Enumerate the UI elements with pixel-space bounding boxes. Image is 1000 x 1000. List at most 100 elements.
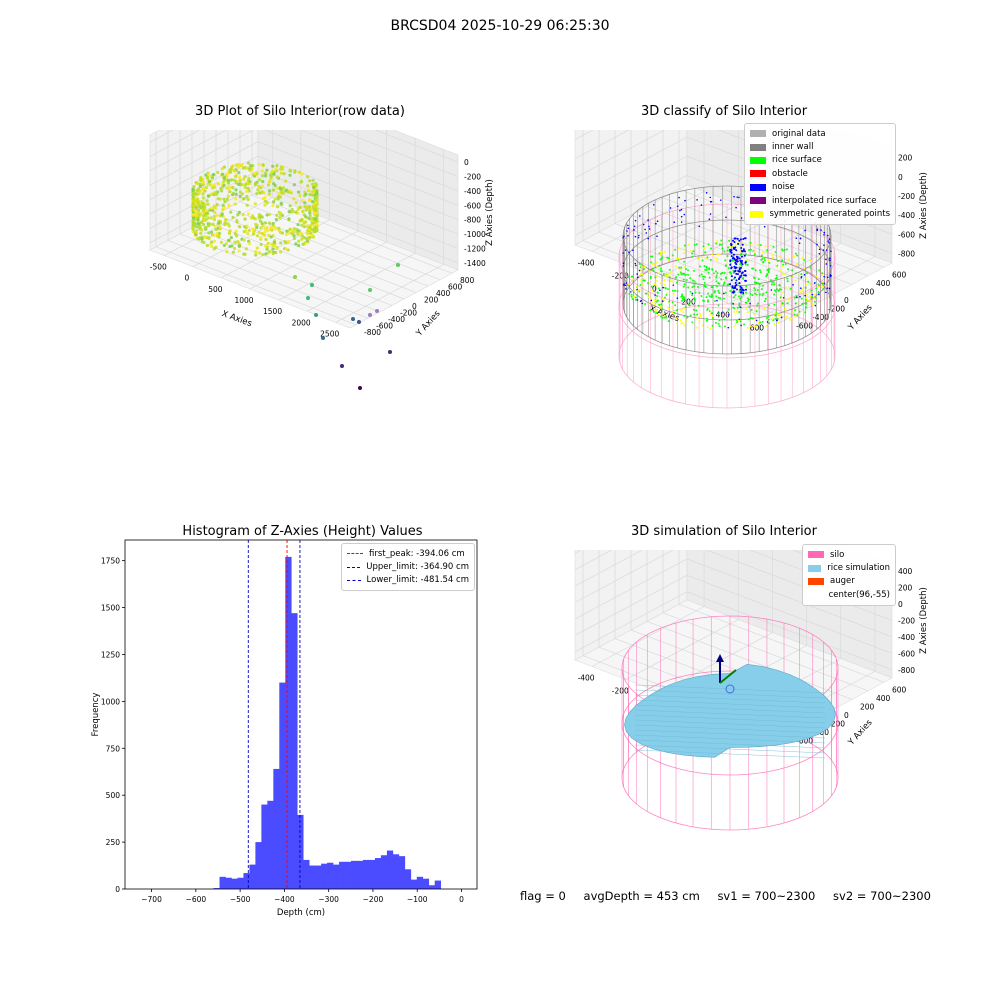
rice-surface-point <box>653 303 656 306</box>
rice-surface-point <box>713 299 716 302</box>
raw-point <box>288 169 293 173</box>
legend-swatch <box>750 210 764 218</box>
z-tick-label: -200 <box>898 617 915 626</box>
rice-surface-point <box>813 297 816 300</box>
raw-point <box>226 178 230 183</box>
raw-point <box>245 194 249 199</box>
raw-point <box>268 212 272 217</box>
rice-surface-point <box>649 277 652 280</box>
noise-point <box>820 229 822 231</box>
noise-point <box>763 225 766 228</box>
histogram-legend: first_peak: -394.06 cm Upper_limit: -364.… <box>341 543 475 592</box>
x-tick-label: 1000 <box>234 296 253 305</box>
rice-surface-point <box>653 283 656 286</box>
noise-point <box>733 195 735 198</box>
raw-point <box>280 231 285 235</box>
raw-point <box>248 242 252 246</box>
rice-surface-point <box>693 285 696 288</box>
noise-point <box>637 236 640 239</box>
raw-point <box>238 225 242 229</box>
raw-point <box>219 186 223 191</box>
raw-point <box>197 237 201 241</box>
raw-point <box>207 172 211 176</box>
y-tick-label: 1250 <box>101 650 120 659</box>
rice-surface-point <box>691 279 694 282</box>
noise-point <box>830 250 832 253</box>
rice-surface-point <box>650 297 653 300</box>
rice-surface-point <box>805 297 808 300</box>
classify-legend: original data inner wall rice surface obsta… <box>744 123 896 225</box>
raw-point <box>227 224 231 228</box>
y-axis-label: Y Axies <box>846 302 875 333</box>
noise-point <box>733 247 736 250</box>
raw-point <box>283 239 287 244</box>
noise-point <box>741 255 744 258</box>
noise-point <box>626 230 628 232</box>
rice-surface-point <box>760 254 763 257</box>
raw-point <box>277 192 281 196</box>
rice-surface-point <box>720 278 723 281</box>
rice-surface-point <box>663 283 666 286</box>
histogram-bar <box>368 859 376 889</box>
raw-point <box>272 181 276 186</box>
y-tick-label: 0 <box>115 885 120 894</box>
rice-surface-point <box>778 255 781 258</box>
raw-point <box>271 200 276 204</box>
noise-point <box>822 249 825 251</box>
raw-point <box>300 217 304 221</box>
legend-entry: center(96,-55) <box>808 588 890 601</box>
rice-surface-point <box>773 283 776 286</box>
rice-surface-point <box>666 288 669 291</box>
rice-surface-point <box>776 313 779 316</box>
rice-surface-point <box>667 320 670 323</box>
rice-surface-point <box>654 308 657 311</box>
rice-surface-point <box>736 306 739 309</box>
raw-point <box>302 213 307 217</box>
rice-surface-point <box>682 278 685 281</box>
noise-point <box>814 304 817 307</box>
rice-surface-point <box>805 306 808 309</box>
raw-point <box>242 230 246 234</box>
rice-surface-point <box>691 321 694 324</box>
raw-point <box>234 197 238 201</box>
raw-point <box>226 194 230 198</box>
y-axis-label: Frequency <box>91 693 101 737</box>
silo-wireframe <box>621 670 839 776</box>
raw-point <box>274 250 278 255</box>
rice-surface-point <box>675 281 678 284</box>
rice-surface-point <box>628 276 631 279</box>
raw-point <box>315 192 319 196</box>
rice-surface-point <box>770 244 773 247</box>
noise-point <box>827 240 830 242</box>
x-tick-label: -200 <box>612 272 629 281</box>
rice-surface-point <box>810 289 813 292</box>
noise-point <box>691 292 694 295</box>
raw-point <box>214 192 218 196</box>
legend-label: auger <box>830 576 855 587</box>
raw-point <box>217 235 221 239</box>
grid-y <box>646 206 853 285</box>
raw-outlier-point <box>306 296 310 300</box>
raw-point <box>237 244 241 248</box>
raw-point <box>257 215 261 219</box>
raw-point <box>278 216 282 220</box>
legend-entry: interpolated rice surface <box>750 194 890 207</box>
rice-surface-point <box>728 239 731 242</box>
raw-point <box>247 228 251 233</box>
rice-surface-point <box>649 255 652 258</box>
raw-outlier-point <box>310 283 314 287</box>
x-tick-label: -400 <box>578 259 595 268</box>
rice-surface-point <box>760 258 763 261</box>
rice-surface-point <box>763 257 766 260</box>
histogram-bar <box>213 888 220 889</box>
noise-point <box>828 287 831 290</box>
raw-point <box>286 239 291 243</box>
raw-point <box>315 194 319 198</box>
rice-surface-point <box>719 272 722 275</box>
rice-surface-point <box>674 248 677 251</box>
rice-surface-point <box>723 250 726 253</box>
rice-surface-point <box>772 245 775 248</box>
silo-outline <box>618 203 836 309</box>
noise-point <box>627 234 629 237</box>
raw-point <box>308 209 312 213</box>
